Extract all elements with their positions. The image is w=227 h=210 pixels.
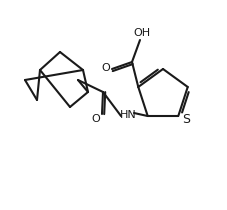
Text: S: S bbox=[181, 113, 190, 126]
Text: O: O bbox=[91, 114, 100, 124]
Text: O: O bbox=[101, 63, 110, 73]
Text: HN: HN bbox=[119, 110, 136, 120]
Text: OH: OH bbox=[133, 28, 150, 38]
